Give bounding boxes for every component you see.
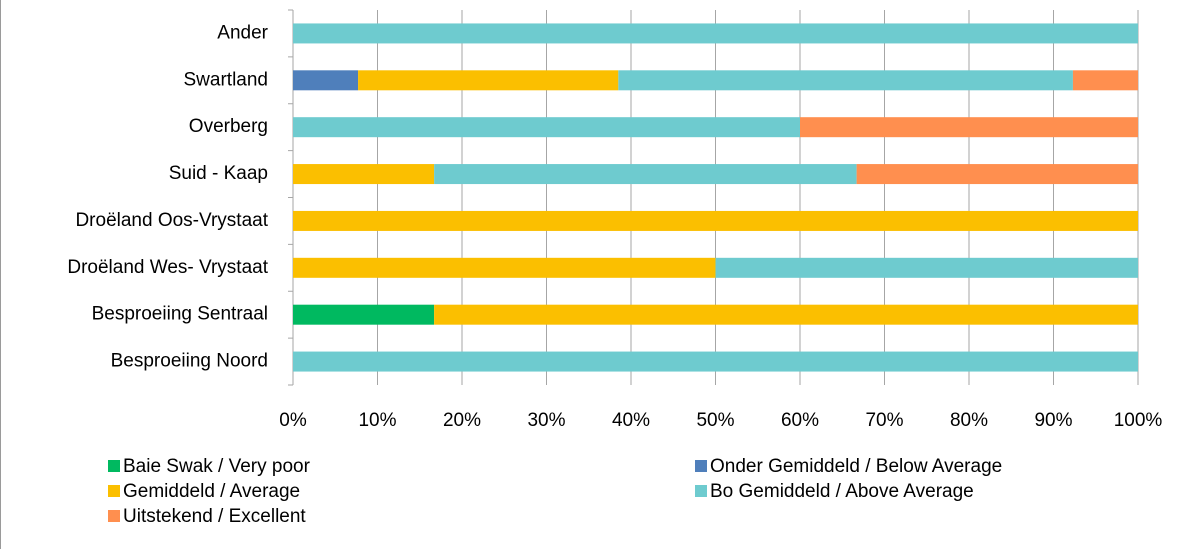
bar-segment [434,304,1138,325]
bar-segment [293,117,800,138]
y-tick-label: Suid - Kaap [169,163,268,184]
y-tick-label: Besproeiing Noord [111,351,268,372]
bar-segment [856,164,1138,185]
x-tick-label: 70% [865,410,903,431]
legend-label: Bo Gemiddeld / Above Average [710,481,974,502]
x-tick-label: 30% [527,410,565,431]
legend-label: Baie Swak / Very poor [123,456,311,477]
bar-segment [293,304,435,325]
legend-label: Onder Gemiddeld / Below Average [710,456,1002,477]
y-tick-label: Besproeiing Sentraal [92,304,268,325]
bar-segment [293,23,1138,44]
bar-segment [800,117,1138,138]
bar-segment [293,164,435,185]
x-tick-label: 0% [279,410,307,431]
bar-segment [293,257,716,278]
bar-segment [293,351,1138,372]
bar-segment [358,70,619,91]
y-tick-label: Droëland Wes- Vrystaat [67,257,268,278]
x-tick-label: 10% [358,410,396,431]
bar-segment [618,70,1073,91]
legend-swatch [108,510,120,522]
bar-segment [293,210,1138,231]
bar-segment [434,164,857,185]
x-tick-label: 80% [950,410,988,431]
y-tick-label: Swartland [184,69,269,90]
x-tick-label: 100% [1114,410,1163,431]
legend-label: Gemiddeld / Average [123,481,300,502]
y-tick-label: Droëland Oos-Vrystaat [75,210,268,231]
legend-swatch [108,460,120,472]
legend-swatch [695,460,707,472]
bar-segment [1072,70,1138,91]
bar-segment [715,257,1138,278]
legend-label: Uitstekend / Excellent [123,506,306,527]
x-tick-label: 20% [443,410,481,431]
x-tick-label: 60% [781,410,819,431]
x-tick-label: 40% [612,410,650,431]
bar-segment [293,70,359,91]
y-tick-label: Ander [217,22,268,43]
legend-swatch [108,485,120,497]
x-tick-label: 50% [696,410,734,431]
legend-swatch [695,485,707,497]
y-tick-label: Overberg [189,116,268,137]
x-tick-label: 90% [1034,410,1072,431]
